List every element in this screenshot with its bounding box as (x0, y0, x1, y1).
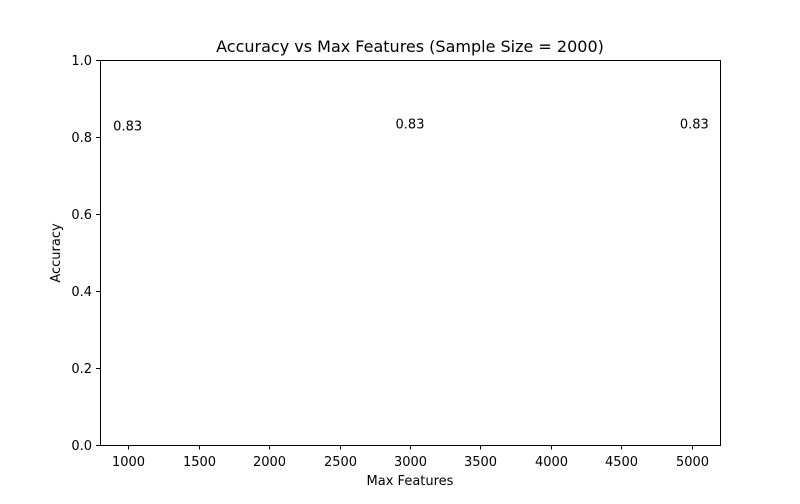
y-tick-label: 0.0 (71, 439, 92, 454)
x-tick-label: 4500 (605, 455, 638, 470)
x-tick-label: 1000 (112, 455, 145, 470)
x-tick-label: 4000 (535, 455, 568, 470)
y-tick-label: 0.6 (71, 208, 92, 223)
x-tick-label: 2500 (324, 455, 357, 470)
data-point-label: 0.83 (396, 117, 425, 132)
x-tick-label: 5000 (676, 455, 709, 470)
x-tick-label: 2000 (253, 455, 286, 470)
y-tick-label: 0.4 (71, 285, 92, 300)
y-tick-label: 1.0 (71, 54, 92, 69)
x-axis-label: Max Features (367, 474, 454, 489)
y-tick-label: 0.2 (71, 362, 92, 377)
x-axis-ticks: 1000 1500 2000 2500 3000 3500 4000 4500 5000 (112, 445, 709, 470)
plot-area (100, 60, 720, 445)
x-tick-label: 1500 (183, 455, 216, 470)
plot-frame (100, 60, 721, 446)
x-tick-label: 3000 (394, 455, 427, 470)
data-point-label: 0.83 (680, 117, 709, 132)
y-axis-label: Accuracy (49, 223, 64, 283)
chart-title: Accuracy vs Max Features (Sample Size = … (216, 37, 604, 56)
data-layer: 0.83 0.83 0.83 (113, 117, 709, 134)
x-tick-label: 3500 (464, 455, 497, 470)
y-axis-ticks: 0.0 0.2 0.4 0.6 0.8 1.0 (71, 54, 101, 454)
y-tick-label: 0.8 (71, 131, 92, 146)
data-point-label: 0.83 (113, 119, 142, 134)
